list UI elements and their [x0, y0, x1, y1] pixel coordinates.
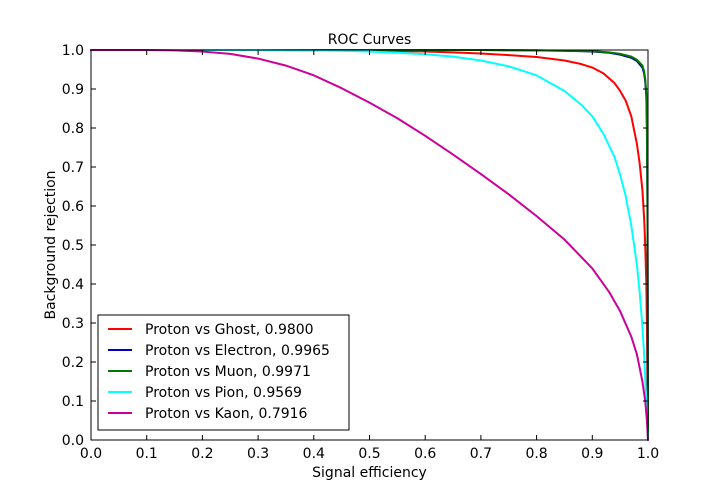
- x-axis: 0.0 0.1 0.2 0.3 0.4 0.5 0.6 0.7 0.8 0.9 1.0: [80, 50, 659, 462]
- x-tick-label: 0.9: [581, 446, 603, 462]
- legend-label: Proton vs Ghost, 0.9800: [145, 322, 314, 338]
- y-tick-label: 0.3: [62, 316, 84, 332]
- x-tick-label: 0.6: [414, 446, 436, 462]
- series-line-5: [90, 49, 649, 441]
- x-tick-label: 0.0: [80, 446, 102, 462]
- y-tick-label: 0.8: [62, 121, 84, 137]
- y-tick-label: 0.9: [62, 82, 84, 98]
- x-tick-label: 0.4: [303, 446, 325, 462]
- y-tick-label: 0.4: [62, 277, 84, 293]
- y-tick-label: 0.6: [62, 199, 84, 215]
- legend-label: Proton vs Pion, 0.9569: [145, 385, 302, 401]
- y-tick-label: 0.0: [62, 433, 84, 449]
- legend-label: Proton vs Kaon, 0.7916: [145, 406, 308, 422]
- y-tick-label: 0.5: [62, 238, 84, 254]
- y-tick-label: 0.2: [62, 355, 84, 371]
- x-tick-label: 0.7: [470, 446, 492, 462]
- series-layer: [90, 49, 649, 441]
- legend-box: [97, 314, 350, 431]
- legend-label: Proton vs Electron, 0.9965: [145, 343, 330, 359]
- legend: Proton vs Ghost, 0.9800 Proton vs Electro…: [97, 314, 350, 431]
- y-tick-label: 1.0: [62, 43, 84, 59]
- x-tick-label: 0.3: [247, 446, 269, 462]
- y-tick-label: 0.1: [62, 394, 84, 410]
- x-tick-label: 0.1: [136, 446, 158, 462]
- y-axis-label: Background rejection: [43, 170, 59, 319]
- series-line-4: [90, 49, 649, 441]
- x-tick-label: 0.8: [525, 446, 547, 462]
- y-axis: 0.0 0.1 0.2 0.3 0.4 0.5 0.6 0.7 0.8 0.9 1.0: [62, 43, 648, 449]
- chart-title: ROC Curves: [328, 32, 412, 48]
- x-tick-label: 0.2: [191, 446, 213, 462]
- x-axis-label: Signal efficiency: [312, 465, 427, 481]
- x-tick-label: 1.0: [637, 446, 659, 462]
- x-tick-label: 0.5: [358, 446, 380, 462]
- legend-label: Proton vs Muon, 0.9971: [145, 364, 311, 380]
- y-tick-label: 0.7: [62, 160, 84, 176]
